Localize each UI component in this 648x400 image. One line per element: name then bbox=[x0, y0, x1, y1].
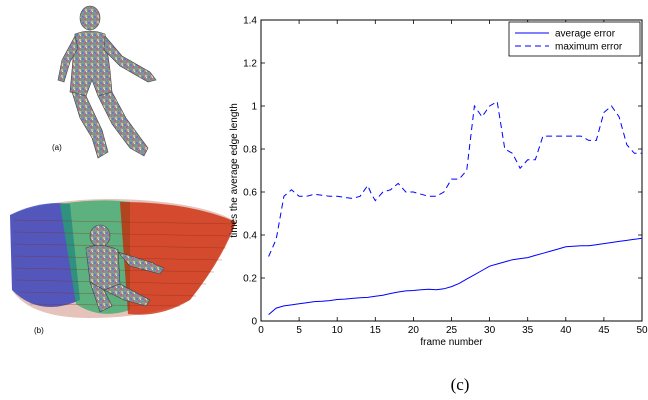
legend-box bbox=[508, 21, 641, 57]
average-error-line bbox=[268, 237, 643, 315]
x-tick-label: 50 bbox=[636, 325, 648, 336]
panel-b-label: (b) bbox=[34, 326, 44, 335]
y-tick-label: 1.2 bbox=[243, 59, 257, 70]
y-tick-label: 0.6 bbox=[243, 188, 257, 199]
legend-maximum-label: maximum error bbox=[555, 42, 623, 53]
x-tick-label: 45 bbox=[598, 325, 610, 336]
y-tick-label: 0.4 bbox=[243, 231, 257, 242]
plot-frame bbox=[260, 19, 643, 322]
panel-c-label: (c) bbox=[451, 375, 470, 394]
figure-b-trails bbox=[10, 199, 236, 318]
panel-a-label: (a) bbox=[52, 143, 62, 152]
y-tick-label: 0.8 bbox=[243, 145, 257, 156]
x-tick-label: 20 bbox=[408, 325, 420, 336]
x-tick-label: 25 bbox=[446, 325, 458, 336]
legend-average-label: average error bbox=[555, 29, 616, 40]
x-tick-label: 5 bbox=[296, 325, 302, 336]
y-axis-title: times the average edge length bbox=[229, 103, 240, 238]
y-tick-label: 1 bbox=[251, 102, 257, 113]
figure-a-mesh bbox=[57, 5, 157, 159]
x-tick-label: 35 bbox=[522, 325, 534, 336]
x-tick-label: 30 bbox=[484, 325, 496, 336]
y-tick-label: 0 bbox=[251, 317, 257, 328]
error-chart: 0 5 10 15 20 25 30 35 40 45 50 0 0.2 0.4 0.6 0.8 1 1.2 1.4… bbox=[229, 16, 648, 349]
x-axis-title: frame number bbox=[420, 337, 483, 348]
maximum-error-line bbox=[268, 100, 642, 257]
x-tick-label: 10 bbox=[332, 325, 344, 336]
x-tick-label: 40 bbox=[560, 325, 572, 336]
y-tick-label: 1.4 bbox=[243, 16, 257, 27]
x-tick-label: 15 bbox=[370, 325, 382, 336]
y-tick-label: 0.2 bbox=[243, 274, 257, 285]
x-tick-label: 0 bbox=[258, 325, 264, 336]
